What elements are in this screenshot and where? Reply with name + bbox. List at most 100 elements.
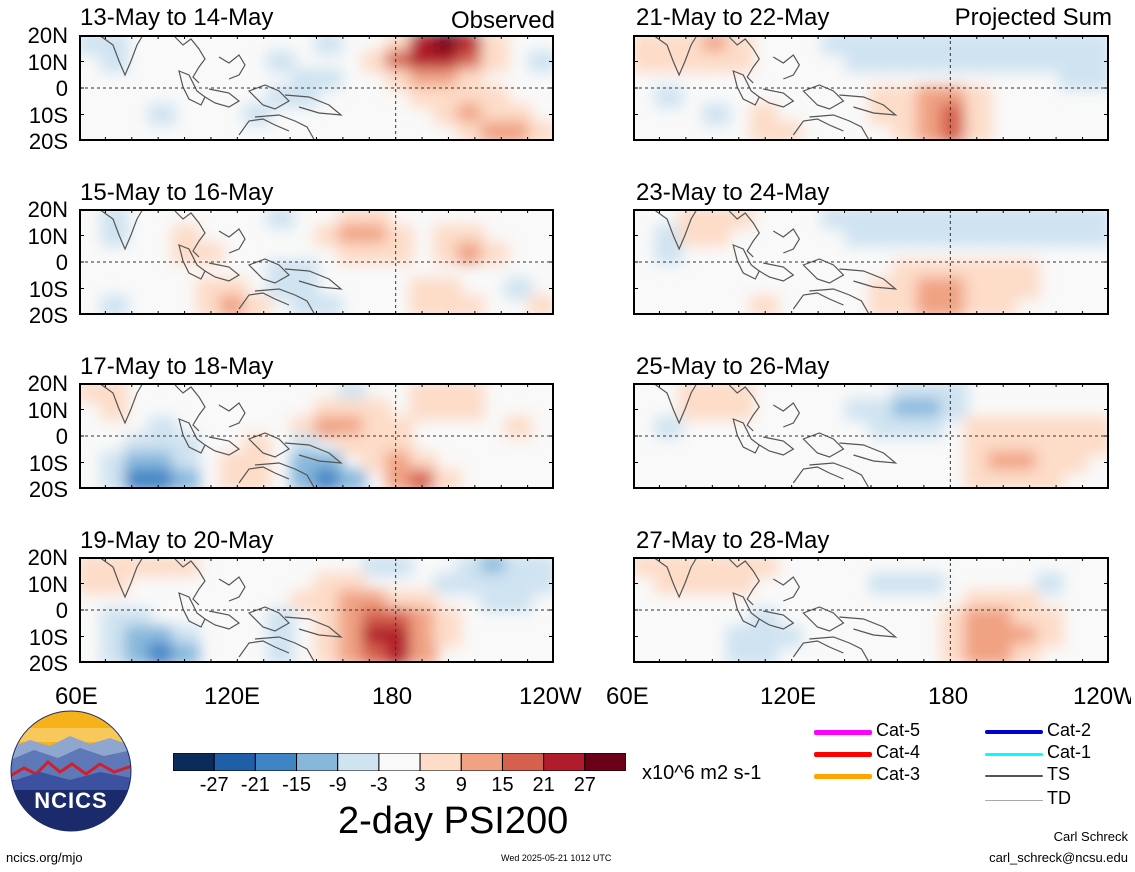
coastline (247, 84, 290, 110)
coastline (204, 610, 241, 630)
map-panel-5 (633, 35, 1109, 141)
anomaly-cell (409, 469, 438, 489)
anomaly-cell (100, 398, 129, 421)
coastline (247, 432, 290, 458)
colorbar-swatch (213, 752, 256, 772)
lat-label: 0 (55, 76, 68, 101)
anomaly-cell (892, 572, 921, 595)
anomaly-cell (988, 209, 1016, 229)
anomaly-cell (845, 398, 873, 421)
anomaly-cell (100, 643, 129, 663)
anomaly-cell (362, 242, 390, 264)
anomaly-cell (195, 242, 224, 264)
anomaly-cell (892, 103, 921, 126)
anomaly-cell (964, 625, 992, 648)
anomaly-cell (172, 557, 200, 577)
anomaly-cell (702, 209, 731, 229)
anomaly-cell (1083, 68, 1109, 90)
anomaly-cell (172, 625, 200, 648)
anomaly-cell (1011, 469, 1040, 489)
coastline (178, 244, 206, 280)
lon-label-120e-right: 120E (760, 683, 817, 710)
anomaly-cell (100, 608, 129, 630)
colorbar-label: 9 (455, 774, 467, 796)
footer-email[interactable]: carl_schreck@ncsu.edu (989, 850, 1128, 865)
anomaly-cell (148, 416, 176, 438)
anomaly-cell (172, 434, 200, 456)
anomaly-cell (385, 625, 414, 648)
anomaly-cell (750, 103, 778, 126)
anomaly-cell (362, 643, 390, 663)
anomaly-cell (964, 121, 992, 141)
anomaly-cell (726, 643, 754, 663)
anomaly-cell (457, 68, 485, 90)
colorbar-label: -15 (282, 774, 311, 796)
coastline (732, 418, 761, 454)
anomaly-cell (362, 224, 390, 247)
anomaly-cell (940, 86, 969, 108)
anomaly-cell (845, 224, 873, 247)
coastline (174, 384, 206, 432)
anomaly-cell (409, 277, 438, 300)
lat-label: 10S (28, 102, 68, 128)
anomaly-cell (148, 643, 176, 663)
panel-title-7: 25-May to 26-May (636, 353, 830, 380)
anomaly-cell (1059, 416, 1088, 438)
anomaly-cell (702, 398, 731, 421)
panel-tag-observed: Observed (450, 7, 555, 34)
colorbar-swatch (501, 752, 545, 772)
lat-label: 20S (28, 303, 68, 328)
coastline (284, 442, 343, 464)
anomaly-cell (124, 434, 153, 456)
anomaly-cell (504, 121, 533, 141)
lon-label-120w-right: 120W (1073, 684, 1131, 710)
anomaly-cell (148, 434, 176, 456)
anomaly-cell (100, 383, 129, 403)
panel-title-6: 23-May to 24-May (636, 179, 830, 206)
coastline (98, 209, 144, 251)
anomaly-cell (988, 434, 1016, 456)
anomaly-cell (916, 383, 945, 403)
anomaly-cell (988, 224, 1016, 247)
colorbar (172, 752, 627, 772)
coastline (247, 606, 290, 632)
coastline (772, 576, 801, 602)
coastline (238, 640, 290, 658)
anomaly-cell (1011, 35, 1040, 55)
anomaly-cell (100, 625, 129, 648)
anomaly-cell (940, 277, 969, 300)
lat-label: 10N (27, 571, 68, 597)
anomaly-cell (338, 625, 366, 648)
coastline (732, 592, 761, 628)
logo-text: NCICS (34, 788, 108, 813)
legend-line (814, 751, 872, 757)
anomaly-cell (916, 277, 945, 300)
anomaly-cell (385, 469, 414, 489)
lon-label-180-left: 180 (372, 683, 413, 710)
coastline (284, 268, 343, 290)
anomaly-cell (988, 643, 1016, 663)
anomaly-cell (916, 86, 945, 108)
anomaly-cell (821, 35, 850, 55)
anomaly-cell (314, 224, 343, 247)
legend-label: Cat-2 (1047, 720, 1092, 740)
lon-label-60e-right: 60E (606, 683, 649, 710)
anomaly-cell (964, 608, 992, 630)
anomaly-cell (338, 242, 366, 264)
anomaly-cell (633, 50, 659, 73)
coastline (728, 384, 760, 432)
anomaly-cell (1059, 209, 1088, 229)
anomaly-cell (338, 590, 366, 612)
anomaly-cell (892, 295, 921, 315)
anomaly-cell (148, 451, 176, 474)
anomaly-cell (290, 416, 319, 438)
coastline (238, 118, 290, 136)
anomaly-cell (338, 469, 366, 489)
anomaly-cell (409, 295, 438, 315)
anomaly-cell (869, 224, 897, 247)
anomaly-cell (773, 121, 802, 141)
anomaly-cell (172, 469, 200, 489)
anomaly-cell (314, 68, 343, 90)
footer-website[interactable]: ncics.org/mjo (6, 850, 83, 865)
anomaly-cell (892, 86, 921, 108)
